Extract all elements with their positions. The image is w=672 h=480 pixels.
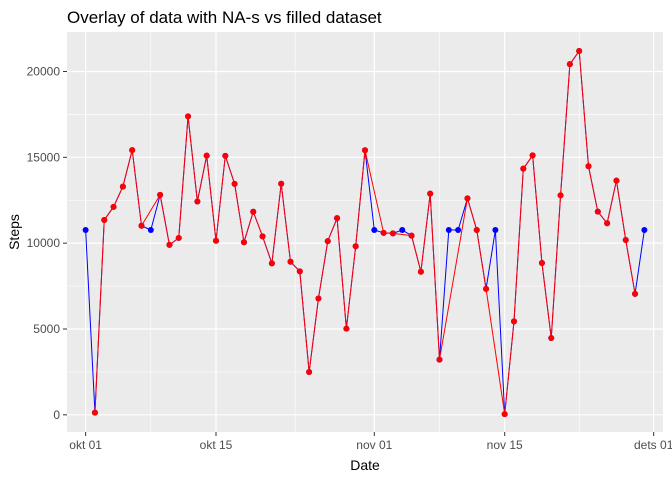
data-point bbox=[548, 335, 555, 342]
data-point bbox=[501, 411, 508, 418]
data-point bbox=[511, 318, 517, 325]
data-point bbox=[287, 258, 294, 265]
data-point bbox=[240, 239, 247, 246]
data-point bbox=[82, 227, 89, 234]
y-tick-label: 10000 bbox=[27, 236, 61, 250]
data-point bbox=[222, 152, 229, 159]
data-point bbox=[306, 369, 313, 376]
data-point bbox=[231, 180, 238, 187]
data-point bbox=[473, 227, 480, 234]
y-axis-title: Steps bbox=[6, 214, 22, 250]
data-point bbox=[259, 233, 266, 240]
series-2 bbox=[91, 47, 639, 418]
data-point bbox=[445, 227, 452, 234]
data-point bbox=[119, 183, 126, 190]
y-tick-label: 0 bbox=[53, 408, 60, 422]
data-point bbox=[632, 290, 639, 297]
data-point bbox=[576, 47, 583, 54]
y-axis: 0 5000 10000 15000 20000 bbox=[27, 64, 67, 422]
data-point bbox=[147, 227, 154, 234]
data-point bbox=[371, 227, 378, 234]
x-axis-title: Date bbox=[350, 457, 380, 473]
data-point bbox=[427, 190, 434, 197]
data-point bbox=[483, 285, 490, 292]
x-tick-label: dets 01 bbox=[634, 438, 672, 452]
data-point bbox=[203, 152, 210, 159]
data-point bbox=[362, 147, 368, 154]
data-point bbox=[166, 241, 173, 248]
data-point bbox=[343, 325, 350, 332]
data-point bbox=[91, 409, 98, 416]
data-point bbox=[464, 195, 471, 202]
data-point bbox=[296, 268, 303, 275]
x-tick-label: okt 01 bbox=[69, 438, 102, 452]
data-point bbox=[129, 147, 136, 154]
x-tick-label: nov 01 bbox=[356, 438, 392, 452]
data-point bbox=[566, 61, 573, 68]
data-point bbox=[417, 268, 424, 275]
data-point bbox=[250, 208, 257, 215]
data-point bbox=[352, 243, 359, 250]
y-tick-label: 20000 bbox=[27, 64, 61, 78]
data-point bbox=[268, 260, 275, 267]
data-point bbox=[622, 237, 629, 244]
chart-title: Overlay of data with NA-s vs filled data… bbox=[67, 8, 382, 27]
grid-lines bbox=[67, 32, 663, 432]
data-point bbox=[604, 220, 611, 227]
data-point bbox=[389, 230, 396, 237]
data-point bbox=[538, 260, 545, 267]
data-point bbox=[585, 163, 592, 170]
data-point bbox=[613, 177, 620, 184]
data-point bbox=[399, 227, 406, 234]
data-point bbox=[455, 227, 462, 234]
data-point bbox=[175, 234, 182, 241]
data-point bbox=[110, 203, 117, 210]
data-point bbox=[557, 192, 564, 199]
data-point bbox=[408, 232, 415, 239]
data-point bbox=[520, 165, 527, 172]
data-point bbox=[436, 356, 443, 363]
data-point bbox=[641, 227, 648, 234]
x-tick-label: okt 15 bbox=[200, 438, 233, 452]
data-point bbox=[194, 198, 201, 205]
data-point bbox=[334, 215, 341, 222]
data-point bbox=[138, 222, 145, 229]
y-tick-label: 15000 bbox=[27, 150, 61, 164]
series-layer bbox=[82, 47, 648, 418]
data-point bbox=[594, 208, 601, 215]
data-point bbox=[380, 229, 387, 236]
x-tick-label: nov 15 bbox=[487, 438, 523, 452]
data-point bbox=[278, 180, 285, 187]
data-point bbox=[101, 216, 108, 223]
data-point bbox=[315, 295, 322, 302]
data-point bbox=[157, 191, 164, 198]
data-point bbox=[213, 237, 219, 244]
x-axis: okt 01 okt 15 nov 01 nov 15 dets 01 bbox=[69, 432, 672, 452]
plot-panel bbox=[67, 32, 663, 432]
data-point bbox=[324, 238, 331, 245]
y-tick-label: 5000 bbox=[33, 322, 60, 336]
data-point bbox=[529, 152, 536, 159]
data-point bbox=[185, 113, 192, 120]
data-point bbox=[492, 227, 499, 234]
